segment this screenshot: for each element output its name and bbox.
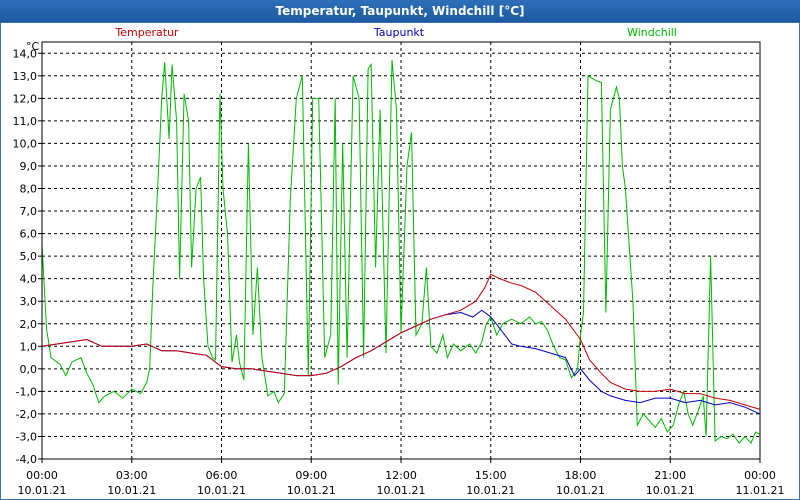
x-tick-date: 10.01.21 [556,484,605,497]
x-tick-time: 12:00 [385,469,417,482]
y-axis-label: °C [26,40,40,53]
x-tick-time: 00:00 [744,469,776,482]
x-tick-date: 10.01.21 [197,484,246,497]
y-tick-label: 9,0 [20,160,38,173]
legend-entry-windchill: Windchill [627,26,677,39]
x-tick-time: 03:00 [116,469,148,482]
y-tick-label: 6,0 [20,228,38,241]
y-tick-label: 8,0 [20,183,38,196]
y-tick-label: 4,0 [20,273,38,286]
y-tick-label: 2,0 [20,318,38,331]
series-lines [41,59,761,445]
y-tick-label: 5,0 [20,250,38,263]
y-tick-label: 3,0 [20,295,38,308]
x-tick-time: 09:00 [295,469,327,482]
legend-entry-temperatur: Temperatur [114,26,179,39]
y-tick-label: 12,0 [13,92,38,105]
x-tick-time: 21:00 [654,469,686,482]
x-tick-date: 10.01.21 [107,484,156,497]
legend-entry-taupunkt: Taupunkt [373,26,425,39]
y-tick-label: 11,0 [13,115,38,128]
legend: Temperatur Taupunkt Windchill [114,26,677,39]
y-tick-label: -3,0 [16,430,37,443]
gridlines [42,42,760,459]
x-tick-date: 10.01.21 [466,484,515,497]
y-tick-label: 10,0 [13,137,38,150]
y-tick-label: -4,0 [16,453,37,466]
y-tick-label: 1,0 [20,340,38,353]
x-tick-date: 10.01.21 [646,484,695,497]
y-axis-ticks: -4,0 -3,0 -2,0 -1,0 0,0 1,0 2,0 3,0 4,0 5,0 6,0 7,0… [13,47,42,466]
x-tick-time: 00:00 [26,469,58,482]
x-tick-date: 10.01.21 [377,484,426,497]
y-tick-label: 0,0 [20,363,38,376]
series-line-windchill [41,59,761,445]
chart-title: Temperatur, Taupunkt, Windchill [°C] [0,0,800,22]
x-axis-ticks: 00:00 10.01.21 03:00 10.01.21 06:00 10.01.21 0… [18,459,785,497]
y-tick-label: 13,0 [13,70,38,83]
x-tick-time: 15:00 [475,469,507,482]
x-tick-time: 06:00 [206,469,238,482]
x-tick-date: 10.01.21 [287,484,336,497]
x-tick-date: 11.01.21 [736,484,785,497]
y-tick-label: 7,0 [20,205,38,218]
y-tick-label: -1,0 [16,385,37,398]
y-tick-label: -2,0 [16,408,37,421]
series-line-temperatur [41,273,761,410]
x-tick-time: 18:00 [565,469,597,482]
y-tick-label: 14,0 [13,47,38,60]
x-tick-date: 10.01.21 [18,484,67,497]
